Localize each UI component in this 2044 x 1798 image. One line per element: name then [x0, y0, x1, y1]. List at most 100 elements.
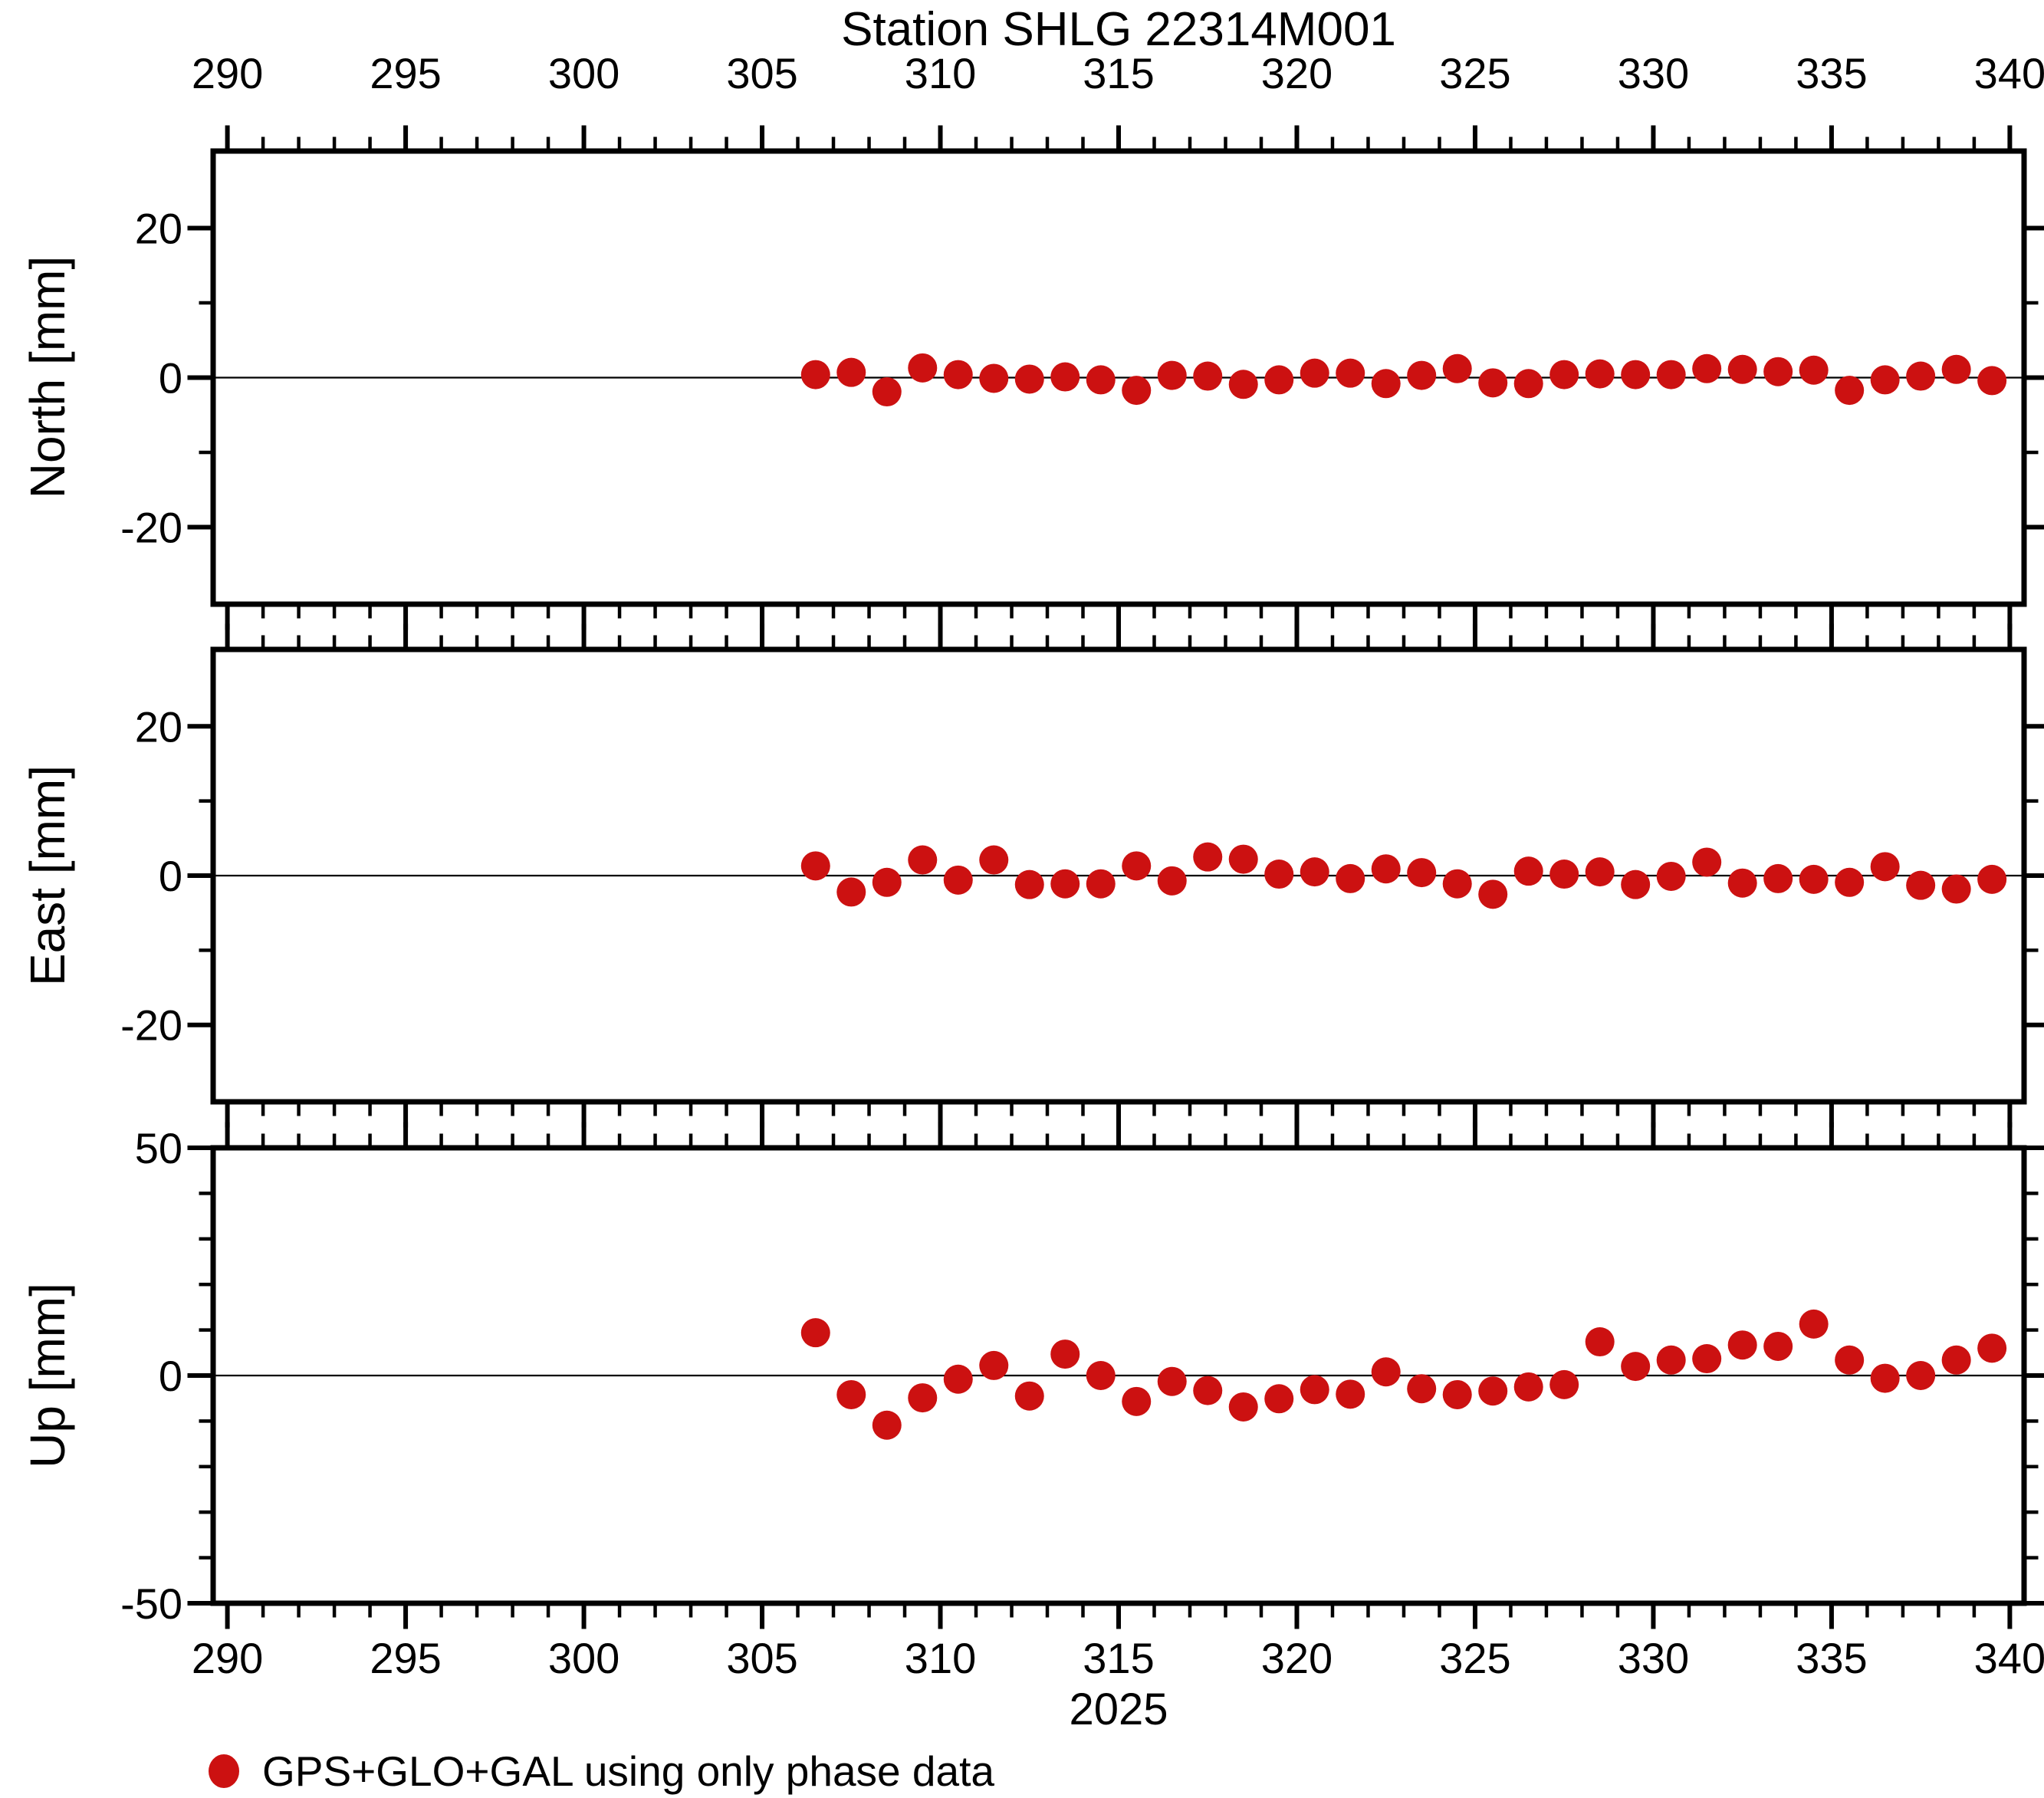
x-tick-label: 330: [1618, 49, 1689, 97]
x-axis-year-label: 2025: [1069, 1685, 1168, 1734]
y-ticks: [187, 724, 2044, 1027]
data-point: [1086, 1361, 1116, 1390]
data-point: [1977, 366, 2007, 396]
data-point: [1086, 365, 1116, 395]
y-tick-label: -20: [120, 504, 182, 552]
data-point: [1977, 864, 2007, 894]
east-frame: [210, 646, 2027, 1105]
data-point: [1228, 844, 1258, 874]
data-point: [800, 851, 830, 881]
data-point: [1407, 1374, 1437, 1404]
data-point: [1264, 1384, 1294, 1414]
y-tick-label: -50: [120, 1579, 182, 1628]
data-point: [1122, 376, 1152, 406]
data-point: [943, 360, 973, 390]
data-point: [1656, 360, 1686, 390]
x-tick-label: 300: [548, 49, 619, 97]
data-point: [1407, 360, 1437, 390]
legend-label: GPS+GLO+GAL using only phase data: [262, 1747, 994, 1795]
x-tick-label: 315: [1083, 49, 1154, 97]
up-data-points: [800, 1309, 2007, 1440]
data-point: [1727, 1330, 1757, 1360]
up-panel: -50 0 50: [120, 1124, 2044, 1628]
data-point: [1727, 868, 1757, 898]
x-tick-label: 290: [192, 1634, 263, 1682]
data-point: [943, 865, 973, 895]
x-tick-label: 310: [905, 1634, 976, 1682]
data-point: [1941, 1345, 1971, 1375]
up-x-ticks-bottom: [225, 1606, 2013, 1629]
data-point: [1656, 861, 1686, 891]
north-x-ticks-top: [225, 125, 2013, 149]
x-tick-label: 290: [192, 49, 263, 97]
data-point: [979, 1350, 1009, 1380]
data-point: [1763, 863, 1793, 893]
data-point: [1193, 361, 1223, 391]
data-point: [1157, 1366, 1187, 1396]
y-tick-label: 50: [135, 1124, 182, 1172]
data-point: [1621, 869, 1651, 899]
east-data-points: [800, 842, 2007, 909]
data-point: [1336, 863, 1365, 893]
x-tick-label: 305: [726, 49, 797, 97]
data-point: [1478, 879, 1508, 909]
legend: GPS+GLO+GAL using only phase data: [209, 1747, 994, 1796]
data-point: [1585, 359, 1615, 389]
y-tick-label: -20: [120, 1001, 182, 1050]
data-point: [1656, 1345, 1686, 1375]
data-point: [908, 353, 938, 383]
data-point: [1371, 369, 1401, 399]
data-point: [1193, 1376, 1223, 1405]
up-frame: [210, 1145, 2027, 1606]
north-panel: -20 0 20: [120, 148, 2044, 607]
north-frame: [210, 148, 2027, 607]
x-tick-label: 305: [726, 1634, 797, 1682]
data-point: [1407, 858, 1437, 888]
data-point: [1193, 842, 1223, 872]
data-point: [1906, 1361, 1936, 1390]
data-point: [1977, 1333, 2007, 1363]
data-point: [1086, 869, 1116, 899]
data-point: [1763, 1331, 1793, 1361]
data-point: [1228, 370, 1258, 399]
data-point: [872, 867, 902, 897]
legend-marker-icon: [209, 1754, 239, 1788]
data-point: [1621, 1352, 1651, 1382]
data-point: [1799, 1309, 1829, 1339]
x-tick-label: 325: [1439, 1634, 1510, 1682]
x-tick-label: 295: [370, 1634, 441, 1682]
data-point: [1549, 860, 1579, 889]
data-point: [1050, 1339, 1080, 1369]
x-tick-label: 295: [370, 49, 441, 97]
data-point: [1585, 857, 1615, 887]
x-tick-label: 335: [1796, 49, 1867, 97]
y-tick-label: 20: [135, 204, 182, 252]
x-tick-label: 330: [1618, 1634, 1689, 1682]
data-point: [1300, 857, 1329, 887]
data-point: [1122, 851, 1152, 881]
data-point: [1014, 364, 1044, 394]
east-panel: -20 0 20: [120, 646, 2044, 1105]
top-x-tick-labels: 290 295 300 305 310 315 320 325 330 335 340: [192, 49, 2044, 97]
data-point: [979, 845, 1009, 875]
x-tick-label: 335: [1796, 1634, 1867, 1682]
data-point: [1692, 847, 1722, 877]
x-tick-label: 320: [1261, 1634, 1333, 1682]
data-point: [1549, 1369, 1579, 1399]
data-point: [1941, 874, 1971, 904]
north-data-points: [800, 353, 2007, 407]
data-point: [1264, 365, 1294, 395]
data-point: [872, 1410, 902, 1440]
data-point: [1870, 852, 1900, 882]
data-point: [1300, 1375, 1329, 1405]
up-x-ticks-top: [225, 1122, 2013, 1146]
data-point: [1870, 365, 1900, 395]
y-tick-label: 0: [159, 354, 182, 403]
data-point: [979, 363, 1009, 393]
data-point: [872, 377, 902, 407]
y-tick-label: 0: [159, 1352, 182, 1400]
data-point: [1300, 358, 1329, 388]
data-point: [908, 845, 938, 875]
data-point: [1442, 353, 1472, 383]
